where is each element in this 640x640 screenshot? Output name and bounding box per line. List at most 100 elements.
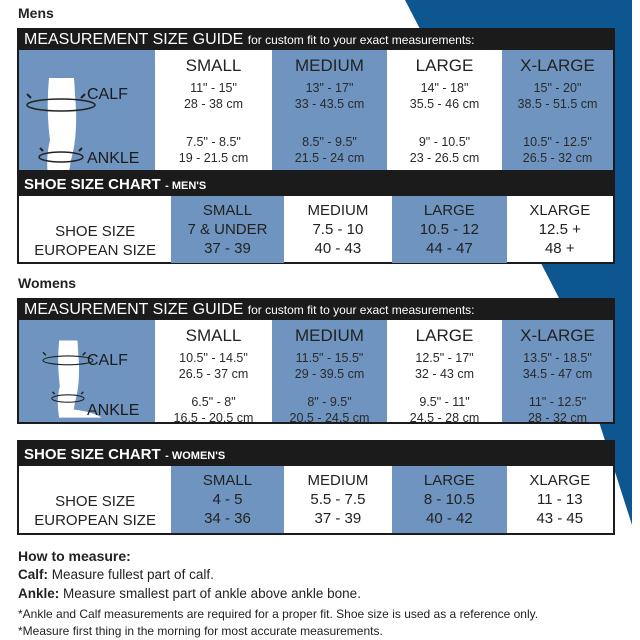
measurement-guide-body: CALF ANKLE SMALL 11" - 15" 28 - 38 cm 7.5" - … xyxy=(19,50,613,189)
size-name: MEDIUM xyxy=(307,472,369,489)
calf-cm: 38.5 - 51.5 cm xyxy=(517,97,598,111)
ankle-cm: 16.5 - 20.5 cm xyxy=(173,411,254,425)
leg-measurement-icon xyxy=(26,78,107,183)
calf-inches: 14" - 18" xyxy=(420,81,469,95)
calf-instruction: Calf: Measure fullest part of calf. xyxy=(18,567,214,582)
size-name: SMALL xyxy=(202,472,253,489)
calf-inches: 13" - 17" xyxy=(305,81,354,95)
ankle-cm: 21.5 - 24 cm xyxy=(294,151,365,165)
shoe-row-labels: SHOE SIZE EUROPEAN SIZE xyxy=(19,196,171,263)
measurement-legend: CALF ANKLE xyxy=(19,320,155,422)
shoe-column-xlarge: XLARGE 12.5 + 48 + xyxy=(507,196,613,263)
size-column-x-large: X-LARGE 13.5" - 18.5" 34.5 - 47 cm 11" - 12… xyxy=(502,320,613,425)
how-to-measure-title: How to measure: xyxy=(18,548,131,564)
measurement-guide-subtitle: for custom fit to your exact measurement… xyxy=(247,33,475,47)
size-column-small: SMALL 11" - 15" 28 - 38 cm 7.5" - 8.5" 19 - … xyxy=(155,50,272,189)
ankle-cm: 28 - 32 cm xyxy=(527,411,588,425)
us-shoe-size: 7 & UNDER xyxy=(187,221,268,238)
shoe-row-labels: SHOE SIZE EUROPEAN SIZE xyxy=(19,466,171,533)
size-name: LARGE xyxy=(423,202,475,219)
calf-inches: 11.5" - 15.5" xyxy=(295,351,364,365)
ankle-cm: 26.5 - 32 cm xyxy=(522,151,593,165)
shoe-chart-subtitle: - MEN'S xyxy=(165,180,207,192)
shoe-column-small: SMALL 7 & UNDER 37 - 39 xyxy=(171,196,284,263)
shoe-chart-header: SHOE SIZE CHART - WOMEN'S xyxy=(19,442,613,466)
calf-inches: 13.5" - 18.5" xyxy=(523,351,592,365)
ankle-instruction: Ankle: Measure smallest part of ankle ab… xyxy=(18,586,361,601)
mens-measurement-table: MEASUREMENT SIZE GUIDE for custom fit to… xyxy=(17,28,615,191)
calf-text: Measure fullest part of calf. xyxy=(48,567,214,582)
womens-shoe-size-table: SHOE SIZE CHART - WOMEN'S SHOE SIZE EUROPE… xyxy=(17,440,615,535)
shoe-chart-body: SHOE SIZE EUROPEAN SIZE SMALL 7 & UNDER 37 -… xyxy=(19,196,613,263)
ankle-term: Ankle: xyxy=(18,586,60,601)
shoe-column-medium: MEDIUM 5.5 - 7.5 37 - 39 xyxy=(284,466,392,533)
row-label: EUROPEAN SIZE xyxy=(34,242,156,259)
measurement-guide-subtitle: for custom fit to your exact measurement… xyxy=(247,303,475,317)
row-label: EUROPEAN SIZE xyxy=(34,512,156,529)
calf-cm: 34.5 - 47 cm xyxy=(522,367,593,381)
us-shoe-size: 4 - 5 xyxy=(212,491,243,508)
section-label-womens: Womens xyxy=(18,275,77,291)
size-column-large: LARGE 14" - 18" 35.5 - 46 cm 9" - 10.5" 23 -… xyxy=(387,50,502,189)
size-name: X-LARGE xyxy=(520,326,595,345)
european-size: 34 - 36 xyxy=(204,510,251,527)
calf-cm: 26.5 - 37 cm xyxy=(178,367,249,381)
ankle-inches: 7.5" - 8.5" xyxy=(186,135,241,149)
size-name: MEDIUM xyxy=(295,56,364,75)
size-column-large: LARGE 12.5" - 17" 32 - 43 cm 9.5" - 11" 24.5… xyxy=(387,320,502,425)
shoe-column-medium: MEDIUM 7.5 - 10 40 - 43 xyxy=(284,196,392,263)
size-name: MEDIUM xyxy=(295,326,364,345)
ankle-cm: 20.5 - 24.5 cm xyxy=(289,411,370,425)
shoe-chart-body: SHOE SIZE EUROPEAN SIZE SMALL 4 - 5 34 - 36 M… xyxy=(19,466,613,533)
womens-measurement-table: MEASUREMENT SIZE GUIDE for custom fit to… xyxy=(17,298,615,425)
shoe-column-large: LARGE 8 - 10.5 40 - 42 xyxy=(392,466,507,533)
us-shoe-size: 10.5 - 12 xyxy=(419,221,479,238)
european-size: 37 - 39 xyxy=(314,510,362,527)
leg-measurement-icon xyxy=(42,340,102,418)
us-shoe-size: 5.5 - 7.5 xyxy=(310,491,366,508)
size-name: XLARGE xyxy=(529,202,591,219)
ankle-inches: 8.5" - 9.5" xyxy=(302,135,357,149)
measurement-legend: CALF ANKLE xyxy=(19,50,155,189)
european-size: 43 - 45 xyxy=(536,510,584,527)
ankle-inches: 9" - 10.5" xyxy=(418,135,471,149)
calf-label: CALF xyxy=(87,86,128,103)
size-name: X-LARGE xyxy=(520,56,595,75)
note-morning: *Measure first thing in the morning for … xyxy=(18,624,383,638)
mens-shoe-size-table: SHOE SIZE CHART - MEN'S SHOE SIZE EUROPEAN… xyxy=(17,170,615,264)
shoe-chart-subtitle: - WOMEN'S xyxy=(165,450,226,462)
size-name: MEDIUM xyxy=(307,202,369,219)
ankle-inches: 9.5" - 11" xyxy=(419,395,470,409)
measurement-guide-title: MEASUREMENT SIZE GUIDE xyxy=(24,301,244,318)
size-column-small: SMALL 10.5" - 14.5" 26.5 - 37 cm 6.5" - 8" 1… xyxy=(155,320,272,425)
shoe-chart-header: SHOE SIZE CHART - MEN'S xyxy=(19,172,613,196)
ankle-label: ANKLE xyxy=(87,402,140,419)
shoe-column-xlarge: XLARGE 11 - 13 43 - 45 xyxy=(507,466,613,533)
size-name: SMALL xyxy=(185,326,242,345)
calf-cm: 33 - 43.5 cm xyxy=(294,97,365,111)
ankle-inches: 6.5" - 8" xyxy=(191,395,236,409)
size-column-medium: MEDIUM 13" - 17" 33 - 43.5 cm 8.5" - 9.5" 21… xyxy=(272,50,387,189)
size-name: LARGE xyxy=(415,326,474,345)
us-shoe-size: 8 - 10.5 xyxy=(423,491,475,508)
ankle-cm: 23 - 26.5 cm xyxy=(409,151,480,165)
calf-label: CALF xyxy=(87,352,128,369)
european-size: 44 - 47 xyxy=(425,240,473,257)
european-size: 48 + xyxy=(544,240,575,257)
us-shoe-size: 7.5 - 10 xyxy=(312,221,364,238)
european-size: 40 - 42 xyxy=(425,510,473,527)
us-shoe-size: 12.5 + xyxy=(538,221,581,238)
shoe-chart-title: SHOE SIZE CHART xyxy=(24,176,161,193)
calf-term: Calf: xyxy=(18,567,48,582)
ankle-inches: 11" - 12.5" xyxy=(528,395,587,409)
us-shoe-size: 11 - 13 xyxy=(536,491,583,508)
calf-inches: 15" - 20" xyxy=(533,81,582,95)
calf-inches: 10.5" - 14.5" xyxy=(179,351,248,365)
size-name: LARGE xyxy=(423,472,475,489)
calf-cm: 29 - 39.5 cm xyxy=(294,367,365,381)
ankle-cm: 24.5 - 28 cm xyxy=(409,411,480,425)
size-name: SMALL xyxy=(185,56,242,75)
ankle-inches: 8" - 9.5" xyxy=(307,395,352,409)
section-label-mens: Mens xyxy=(18,5,54,21)
size-column-medium: MEDIUM 11.5" - 15.5" 29 - 39.5 cm 8" - 9.5"… xyxy=(272,320,387,425)
